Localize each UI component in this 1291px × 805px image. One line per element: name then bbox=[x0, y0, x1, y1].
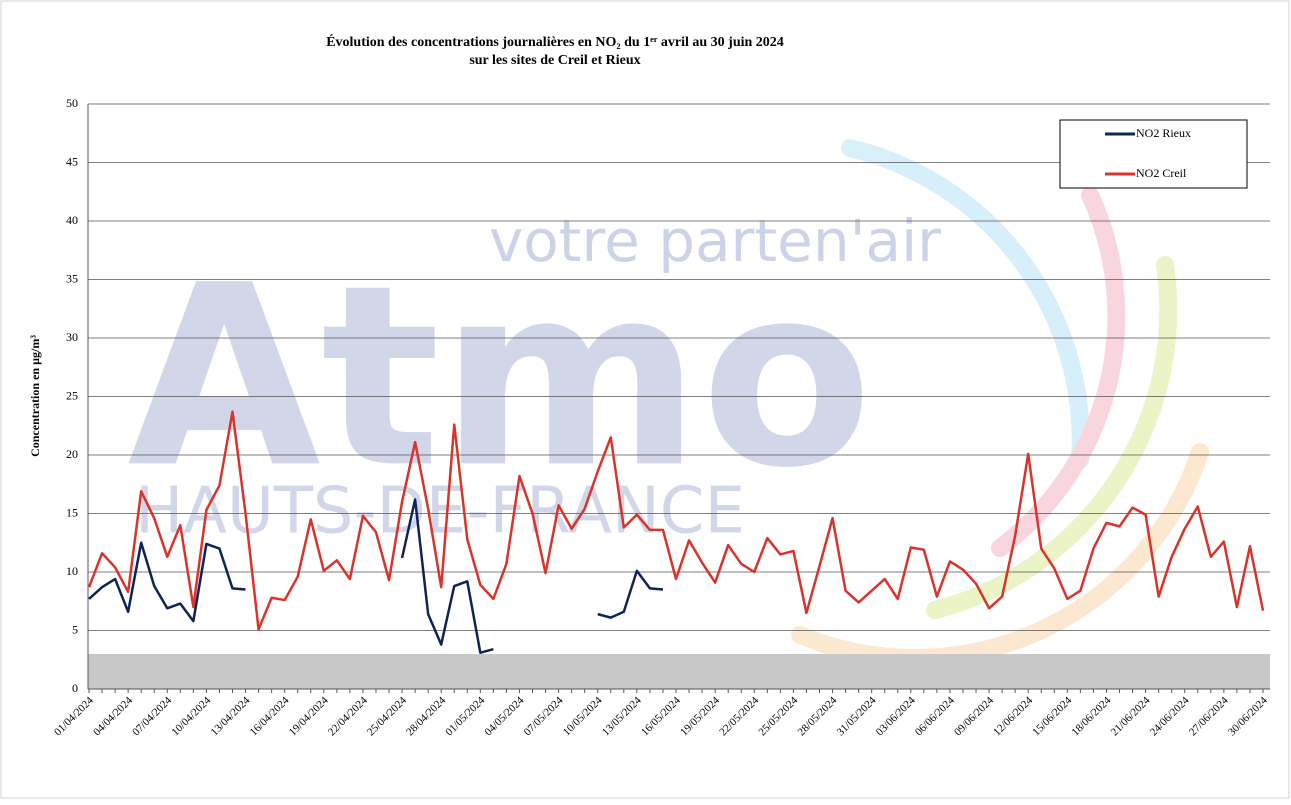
y-tick-label: 20 bbox=[66, 447, 78, 461]
y-tick-label: 40 bbox=[66, 213, 78, 227]
series-line bbox=[88, 498, 664, 654]
chart-title: Évolution des concentrations journalière… bbox=[326, 33, 784, 50]
y-tick-label: 45 bbox=[66, 154, 78, 168]
y-tick-label: 30 bbox=[66, 330, 78, 344]
y-tick-label: 35 bbox=[66, 271, 78, 285]
watermark-text: HAUTS-DE-FRANCE bbox=[135, 475, 745, 549]
legend-box bbox=[1059, 119, 1248, 189]
y-axis-label: Concentration en µg/m³ bbox=[28, 335, 42, 457]
y-tick-label: 0 bbox=[72, 681, 78, 695]
chart-title: sur les sites de Creil et Rieux bbox=[469, 53, 640, 68]
background-band bbox=[88, 654, 1270, 689]
y-tick-label: 5 bbox=[72, 622, 78, 636]
watermark-text: votre parten'air bbox=[489, 207, 941, 275]
y-tick-label: 25 bbox=[66, 388, 78, 402]
y-tick-label: 15 bbox=[66, 505, 78, 519]
y-tick-label: 10 bbox=[66, 564, 78, 578]
y-tick-label: 50 bbox=[66, 96, 78, 110]
legend-label: NO2 Rieux bbox=[1136, 126, 1191, 140]
legend-label: NO2 Creil bbox=[1136, 166, 1187, 180]
series-line bbox=[87, 410, 1265, 631]
